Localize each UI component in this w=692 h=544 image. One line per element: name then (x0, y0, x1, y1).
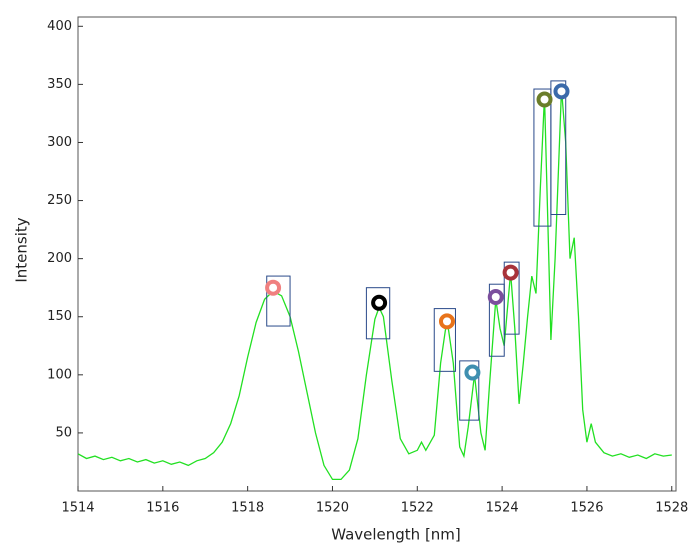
x-tick-label: 1526 (570, 501, 603, 516)
y-tick-label: 200 (47, 251, 72, 266)
x-tick-label: 1518 (231, 501, 264, 516)
x-tick-label: 1522 (401, 501, 434, 516)
x-tick-label: 1520 (316, 501, 349, 516)
peak-box (365, 287, 391, 340)
peak-marker (536, 91, 553, 108)
y-tick-label: 250 (47, 193, 72, 208)
peak-marker (265, 279, 282, 296)
y-tick-label: 350 (47, 77, 72, 92)
peak-box (533, 88, 552, 227)
y-tick-label: 400 (47, 19, 72, 34)
y-tick-label: 50 (55, 425, 72, 440)
x-tick-label: 1516 (146, 501, 179, 516)
peak-box (433, 308, 456, 372)
x-tick-label: 1524 (486, 501, 519, 516)
y-tick-label: 150 (47, 309, 72, 324)
y-tick-label: 100 (47, 367, 72, 382)
plot-frame (77, 16, 677, 492)
peak-marker (438, 313, 455, 330)
peak-box (459, 360, 480, 421)
peak-marker (502, 264, 519, 281)
peak-box (266, 275, 291, 327)
peak-marker (487, 288, 504, 305)
peak-box (503, 261, 520, 335)
spectrum-line (77, 88, 672, 481)
peak-marker (371, 294, 388, 311)
x-tick-label: 1514 (61, 501, 94, 516)
y-tick-label: 300 (47, 135, 72, 150)
peak-marker (553, 83, 570, 100)
y-axis-label: Intensity (13, 217, 31, 282)
peak-marker (464, 364, 481, 381)
peak-box (550, 80, 567, 215)
x-tick-label: 1528 (655, 501, 688, 516)
x-axis-label: Wavelength [nm] (331, 526, 461, 544)
